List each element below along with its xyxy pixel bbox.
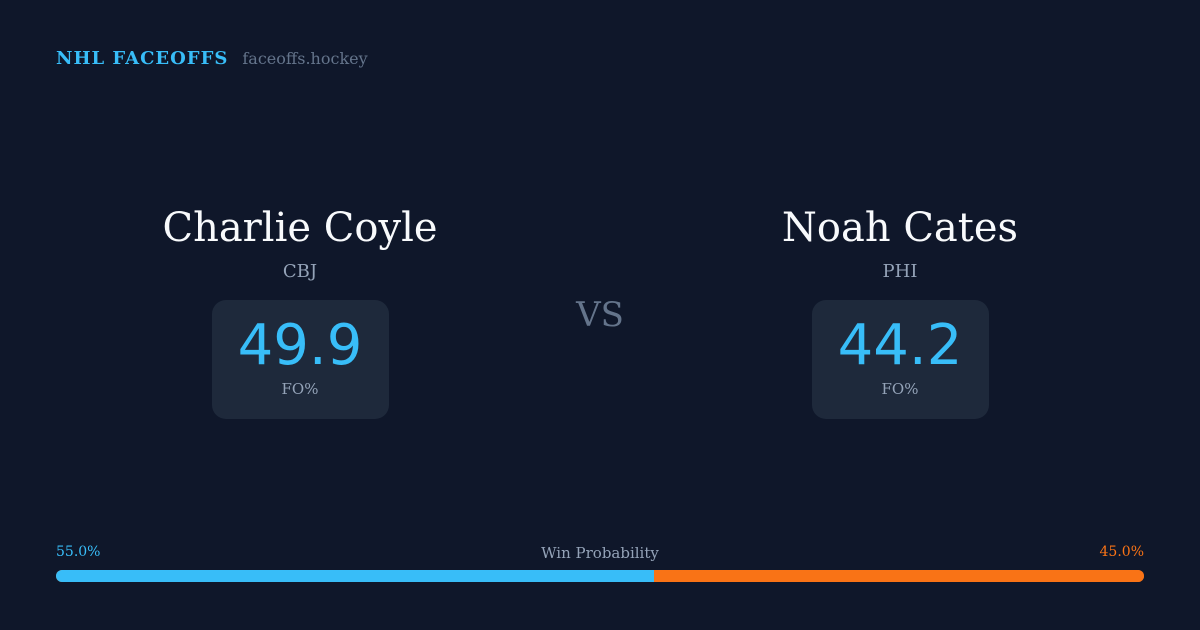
player-team: PHI bbox=[882, 261, 918, 282]
player-team: CBJ bbox=[282, 261, 318, 282]
fo-percentage: 44.2 bbox=[837, 313, 963, 378]
site-url: faceoffs.hockey bbox=[242, 49, 368, 68]
player-right: Noah Cates PHI 44.2 FO% bbox=[700, 205, 1100, 419]
right-probability: 45.0% bbox=[1099, 544, 1144, 560]
win-probability-label: Win Probability bbox=[541, 544, 659, 562]
fo-stat-card: 44.2 FO% bbox=[811, 300, 989, 419]
brand-header: NHL FACEOFFS faceoffs.hockey bbox=[56, 48, 368, 69]
win-probability-bar bbox=[56, 570, 1144, 582]
left-probability-fill bbox=[56, 570, 655, 582]
player-name: Noah Cates bbox=[781, 205, 1019, 251]
player-name: Charlie Coyle bbox=[162, 205, 438, 251]
brand-name: NHL FACEOFFS bbox=[56, 48, 229, 69]
right-probability-fill bbox=[654, 570, 1144, 582]
fo-stat-card: 49.9 FO% bbox=[211, 300, 389, 419]
fo-label: FO% bbox=[881, 380, 919, 398]
fo-label: FO% bbox=[281, 380, 319, 398]
left-probability: 55.0% bbox=[56, 544, 101, 560]
player-left: Charlie Coyle CBJ 49.9 FO% bbox=[100, 205, 500, 419]
fo-percentage: 49.9 bbox=[237, 313, 363, 378]
vs-label: VS bbox=[576, 295, 624, 335]
